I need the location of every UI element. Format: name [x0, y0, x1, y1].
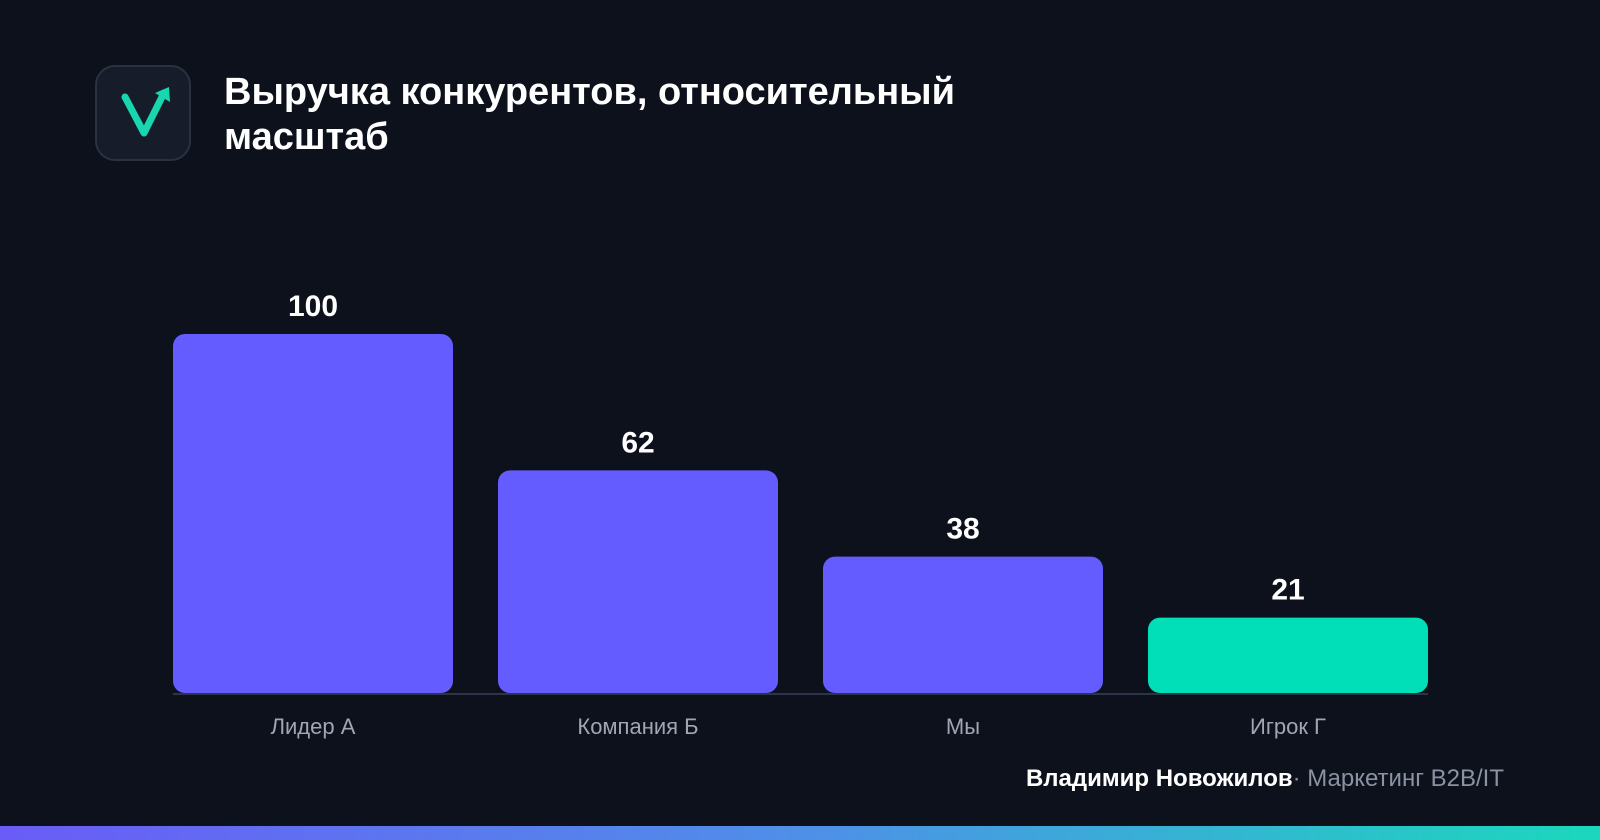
footer-separator: ·	[1292, 765, 1301, 792]
bar-4	[1148, 617, 1428, 693]
value-label-2: 62	[621, 426, 654, 459]
page-title: Выручка конкурентов, относительный масшт…	[224, 71, 955, 158]
bar-2	[498, 470, 778, 693]
checkmark-arrow-icon	[121, 87, 170, 137]
category-label-3: Мы	[946, 714, 980, 739]
bar-chart: 100 Лидер А 62 Компания Б 38 Мы 21 Игрок Г	[173, 290, 1428, 739]
value-label-4: 21	[1271, 574, 1304, 607]
value-label-3: 38	[946, 513, 979, 546]
value-label-1: 100	[288, 290, 338, 323]
category-label-4: Игрок Г	[1250, 714, 1326, 739]
bottom-gradient-strip	[0, 826, 1600, 840]
author-name: Владимир Новожилов	[1025, 765, 1293, 792]
brand-logo	[95, 65, 191, 161]
category-label-2: Компания Б	[577, 714, 698, 739]
bar-1	[173, 334, 453, 693]
bar-3	[823, 556, 1103, 693]
category-label-1: Лидер А	[271, 714, 356, 739]
author-tagline: Маркетинг B2B/IT	[1307, 765, 1504, 792]
footer-credit: Владимир Новожилов· Маркетинг B2B/IT	[1026, 764, 1504, 794]
